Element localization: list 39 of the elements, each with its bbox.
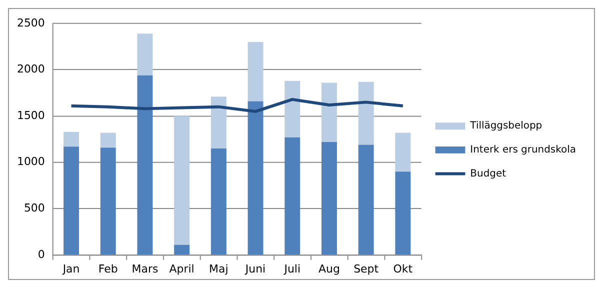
bar <box>100 132 116 148</box>
bar <box>137 75 153 254</box>
bar <box>210 148 226 254</box>
legend-label: Interk ers grundskola <box>470 144 576 156</box>
x-tick-label: April <box>169 262 194 276</box>
bar <box>321 82 337 142</box>
x-tick-label: Juli <box>283 262 301 276</box>
bar <box>210 96 226 148</box>
y-tick-label: 1000 <box>16 155 45 168</box>
legend-label: Tilläggsbelopp <box>469 120 542 132</box>
bar <box>284 137 300 254</box>
x-tick-label: Sept <box>354 262 380 276</box>
bar <box>284 80 300 138</box>
bar <box>100 148 116 254</box>
bar <box>248 101 264 254</box>
y-tick-label: 2500 <box>16 16 45 30</box>
bar <box>64 146 80 254</box>
x-tick-label: Jan <box>62 262 80 276</box>
y-tick-label: 0 <box>38 248 45 261</box>
bar <box>137 34 153 76</box>
x-tick-label: Mars <box>132 262 158 276</box>
x-tick-label: Aug <box>318 262 340 276</box>
bar <box>174 244 190 254</box>
x-tick-label: Maj <box>209 262 228 276</box>
legend-label: Budget <box>470 168 506 180</box>
x-tick-label: Feb <box>98 262 118 276</box>
bar <box>248 42 264 102</box>
bar <box>174 116 190 245</box>
x-tick-label: Juni <box>244 262 266 276</box>
bar <box>395 132 411 172</box>
x-tick-label: Okt <box>393 262 414 276</box>
y-tick-label: 2000 <box>16 62 45 76</box>
y-tick-label: 500 <box>24 202 45 215</box>
bar <box>358 144 374 254</box>
bar <box>395 172 411 254</box>
bar <box>358 82 374 145</box>
bar <box>321 142 337 254</box>
bar <box>64 132 80 147</box>
y-tick-label: 1500 <box>16 108 45 122</box>
